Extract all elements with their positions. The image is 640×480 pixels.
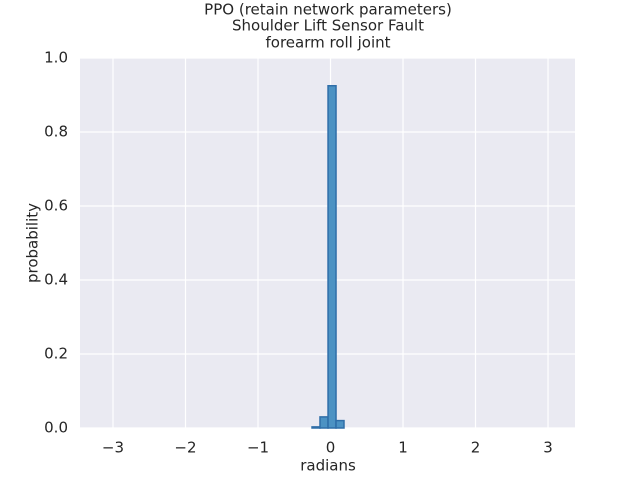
y-tick-label: 0.4 xyxy=(44,271,68,289)
x-tick-label: 2 xyxy=(471,439,481,457)
y-tick-label: 0.0 xyxy=(44,419,68,437)
x-tick-label: 1 xyxy=(398,439,408,457)
y-axis-label: probability xyxy=(24,203,42,283)
chart-title: PPO (retain network parameters) xyxy=(204,1,452,19)
y-tick-label: 0.6 xyxy=(44,197,68,215)
x-tick-label: 0 xyxy=(326,439,336,457)
y-tick-label: 1.0 xyxy=(44,49,68,67)
bar xyxy=(311,426,321,429)
x-tick-label: −1 xyxy=(247,439,269,457)
y-tick-label: 0.8 xyxy=(44,123,68,141)
x-axis-label: radians xyxy=(300,457,356,475)
bar xyxy=(335,419,345,429)
x-tick-label: −2 xyxy=(174,439,196,457)
bar xyxy=(327,85,337,429)
chart-title: Shoulder Lift Sensor Fault xyxy=(232,17,424,35)
y-tick-label: 0.2 xyxy=(44,345,68,363)
chart-title: forearm roll joint xyxy=(265,34,390,52)
x-tick-label: 3 xyxy=(543,439,553,457)
x-tick-label: −3 xyxy=(102,439,124,457)
bar xyxy=(319,416,329,429)
